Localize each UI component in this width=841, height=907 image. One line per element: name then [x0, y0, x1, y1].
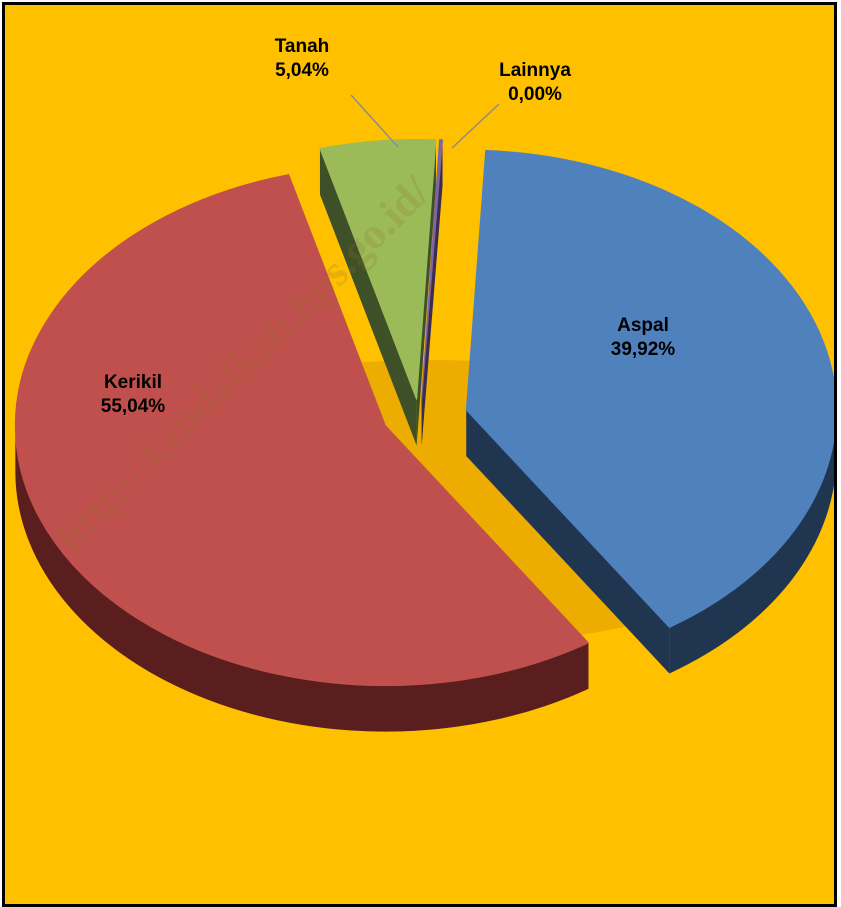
- slice-label-aspal-name: Aspal: [617, 315, 669, 336]
- slice-edge-lainnya-1: [421, 139, 443, 446]
- slice-label-aspal: Aspal 39,92%: [593, 314, 693, 362]
- slice-edge-aspal-1: [466, 410, 670, 674]
- slice-edge-tanah-0: [319, 148, 417, 446]
- leader-line-tanah: [350, 94, 399, 148]
- slice-label-tanah-value: 5,04%: [275, 60, 329, 81]
- slice-label-kerikil-value: 55,04%: [100, 396, 166, 417]
- slice-label-tanah: Tanah 5,04%: [257, 35, 347, 83]
- slice-label-lainnya: Lainnya 0,00%: [480, 59, 590, 107]
- slice-label-kerikil-name: Kerikil: [103, 372, 163, 393]
- slice-side-aspal: [669, 438, 834, 674]
- slice-lainnya: [421, 139, 444, 400]
- slice-label-lainnya-value: 0,00%: [508, 84, 562, 105]
- pie-chart: [14, 94, 834, 732]
- slice-label-kerikil: Kerikil 55,04%: [83, 371, 183, 419]
- leader-line-lainnya: [451, 103, 500, 149]
- slice-kerikil: [14, 174, 590, 687]
- slice-label-aspal-value: 39,92%: [610, 339, 676, 360]
- slice-edge-tanah-1: [416, 139, 436, 446]
- slice-label-tanah-name: Tanah: [274, 36, 330, 57]
- slice-side-kerikil: [15, 425, 589, 732]
- slice-label-lainnya-name: Lainnya: [499, 60, 571, 81]
- slice-aspal: [465, 149, 834, 629]
- slice-tanah: [319, 139, 437, 400]
